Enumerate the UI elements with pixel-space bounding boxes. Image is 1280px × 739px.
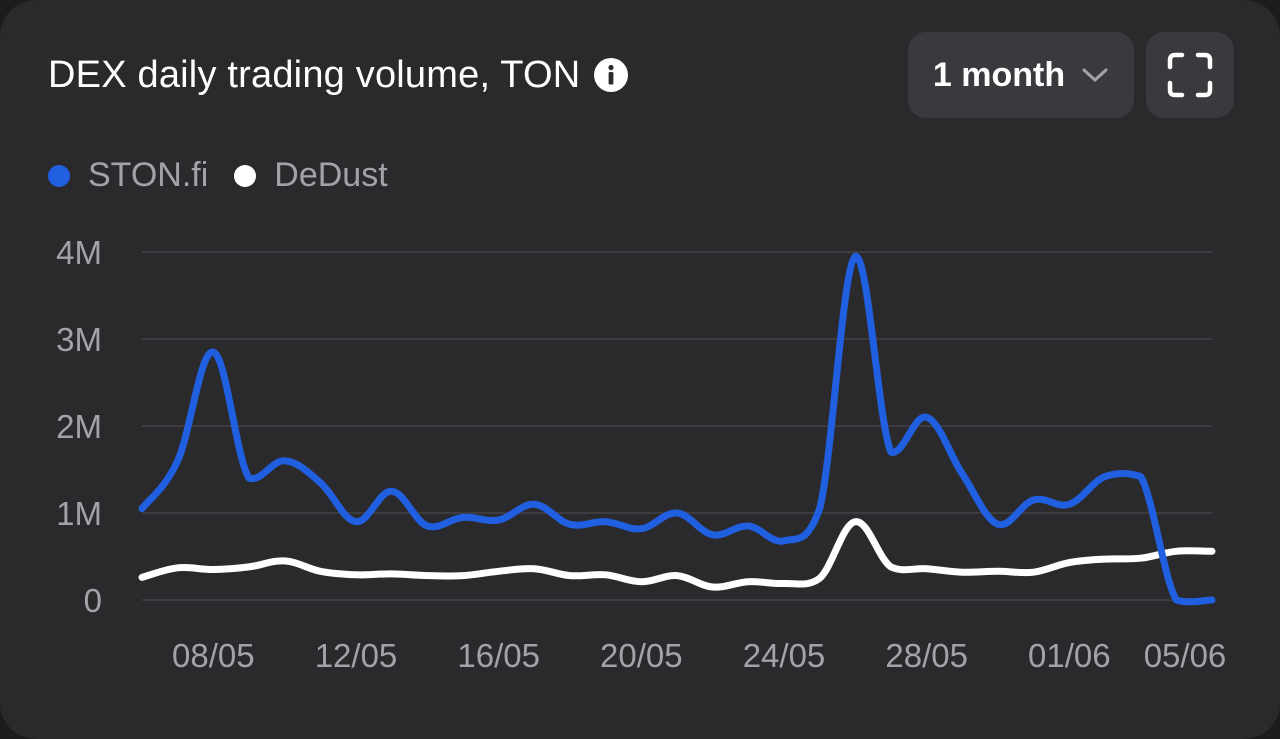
y-tick-label: 1M: [56, 495, 102, 532]
chevron-down-icon: [1082, 68, 1108, 82]
x-tick-label: 28/05: [885, 637, 968, 674]
y-tick-label: 3M: [56, 321, 102, 358]
y-tick-label: 4M: [56, 234, 102, 271]
legend-swatch-ston: [48, 164, 70, 187]
series-line-dedust: [138, 518, 1216, 591]
legend-item-dedust[interactable]: DeDust: [234, 156, 388, 195]
y-tick-label: 0: [84, 582, 102, 619]
chart-legend: STON.fi DeDust: [48, 156, 388, 195]
legend-swatch-dedust: [234, 164, 257, 187]
series-points-ston: [139, 253, 1215, 603]
info-icon[interactable]: [594, 58, 629, 92]
x-tick-label: 16/05: [457, 637, 540, 674]
series-points-dedust: [139, 519, 1215, 590]
x-tick-label: 12/05: [315, 637, 398, 674]
x-tick-label: 05/06: [1144, 637, 1227, 674]
series-line-ston: [138, 252, 1216, 606]
legend-item-ston[interactable]: STON.fi: [48, 156, 208, 195]
legend-label-dedust: DeDust: [274, 156, 388, 194]
x-tick-label: 24/05: [743, 637, 826, 674]
x-tick-label: 20/05: [600, 637, 683, 674]
time-range-label: 1 month: [932, 55, 1066, 94]
chart-title: DEX daily trading volume, TON: [48, 54, 581, 96]
time-range-dropdown[interactable]: 1 month: [908, 32, 1134, 118]
fullscreen-button[interactable]: [1146, 32, 1234, 118]
fullscreen-icon: [1167, 52, 1213, 98]
y-tick-label: 2M: [56, 408, 102, 445]
x-tick-label: 01/06: [1028, 637, 1111, 674]
legend-label-ston: STON.fi: [88, 156, 209, 194]
chart-title-row: DEX daily trading volume, TON: [48, 52, 629, 98]
x-tick-label: 08/05: [172, 637, 255, 674]
